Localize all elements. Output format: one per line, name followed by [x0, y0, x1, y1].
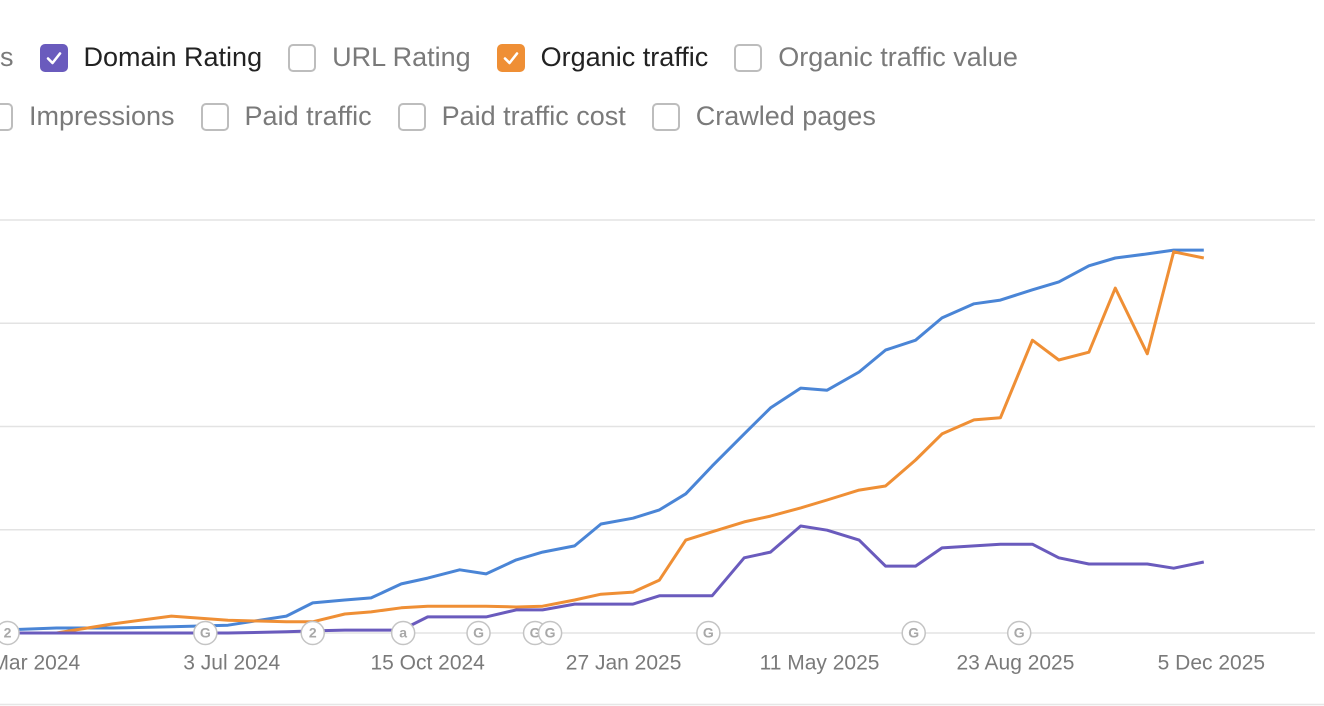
toggle-row: Impressions Paid traffic Paid traffic cost…: [0, 101, 902, 132]
annotation-label: G: [545, 625, 556, 641]
toggle-label: s: [0, 42, 14, 72]
x-tick-label: 11 May 2025: [760, 652, 880, 675]
checkbox[interactable]: [0, 102, 13, 131]
annotation-marker: [1006, 620, 1032, 646]
annotation-label: 2: [4, 625, 12, 641]
checkbox[interactable]: [397, 102, 426, 131]
x-tick-label: Mar 2024: [0, 652, 80, 675]
annotation-label: G: [200, 625, 211, 641]
toggle[interactable]: Organic traffic: [496, 42, 709, 73]
toggle-label: Paid traffic cost: [441, 101, 626, 131]
annotation-label: G: [1014, 625, 1025, 641]
checkbox[interactable]: [288, 43, 317, 72]
toggle-row: s Domain Rating URL Rating Organic traffic O…: [0, 42, 1044, 73]
toggle[interactable]: Organic traffic value: [734, 42, 1018, 73]
toggle[interactable]: Domain Rating: [39, 42, 263, 73]
annotation-label: G: [703, 625, 714, 641]
checkmark-path: [46, 51, 61, 64]
annotation-marker: [466, 620, 491, 646]
x-tick-label: 27 Jan 2025: [566, 652, 682, 675]
toggle[interactable]: s: [0, 42, 14, 73]
toggle-label: Organic traffic: [540, 42, 709, 72]
toggle[interactable]: Crawled pages: [651, 101, 876, 132]
annotation-marker: [390, 620, 416, 646]
toggle[interactable]: Paid traffic: [200, 101, 372, 132]
annotation-label: 2: [309, 625, 317, 641]
checkmark: [46, 51, 61, 64]
toggle[interactable]: URL Rating: [288, 42, 471, 73]
annotation-marker: [193, 620, 218, 646]
annotation-label: G: [908, 625, 919, 641]
toggle-label: URL Rating: [332, 42, 471, 72]
checkbox[interactable]: [200, 102, 229, 131]
annotation-marker: [0, 620, 20, 646]
x-tick-label: 15 Oct 2024: [370, 652, 485, 675]
annotation-marker: [300, 620, 325, 646]
toggle-label: Impressions: [29, 101, 175, 131]
series-line: [0, 250, 1205, 635]
series-line: [0, 248, 1204, 632]
x-tick-label: 5 Dec 2025: [1158, 652, 1265, 675]
toggle-label: Domain Rating: [83, 42, 263, 72]
x-tick-label: 23 Aug 2025: [956, 652, 1074, 675]
toggle-label: Paid traffic: [244, 101, 372, 131]
checkbox[interactable]: [734, 43, 763, 72]
annotation-label: G: [473, 625, 484, 641]
checkbox[interactable]: [39, 43, 68, 72]
annotation-label: a: [399, 625, 407, 641]
annotation-label: G: [530, 625, 541, 641]
checkmark: [503, 51, 518, 64]
x-tick-label: 3 Jul 2024: [183, 652, 280, 675]
annotation-marker: [696, 620, 721, 646]
toggle[interactable]: Paid traffic cost: [397, 101, 626, 132]
annotation-marker: [537, 620, 563, 646]
checkbox[interactable]: [651, 102, 680, 131]
checkbox[interactable]: [496, 43, 525, 72]
toggle[interactable]: Impressions: [0, 101, 175, 132]
toggle-label: Crawled pages: [695, 101, 876, 131]
checkmark-path: [503, 51, 518, 64]
annotation-marker: [901, 620, 926, 646]
toggle-label: Organic traffic value: [778, 42, 1018, 72]
